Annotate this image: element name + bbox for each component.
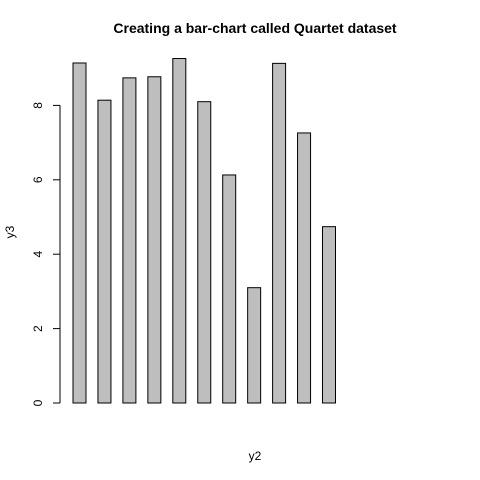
bar-7 xyxy=(223,175,236,403)
y-axis-label: y3 xyxy=(3,226,17,239)
y-tick-label-0: 0 xyxy=(31,399,45,406)
bar-1 xyxy=(73,63,86,403)
bar-4 xyxy=(148,77,161,403)
bar-3 xyxy=(123,78,136,403)
bar-11 xyxy=(323,227,336,403)
bar-8 xyxy=(248,288,261,403)
y-tick-label-4: 4 xyxy=(31,251,45,258)
bar-9 xyxy=(273,63,286,403)
x-axis-label: y2 xyxy=(0,449,480,463)
bar-2 xyxy=(98,100,111,403)
y-tick-label-2: 2 xyxy=(31,325,45,332)
y-tick-label-8: 8 xyxy=(31,102,45,109)
bar-10 xyxy=(298,133,311,403)
bar-6 xyxy=(198,102,211,403)
y-tick-label-6: 6 xyxy=(31,176,45,183)
bar-5 xyxy=(173,59,186,403)
